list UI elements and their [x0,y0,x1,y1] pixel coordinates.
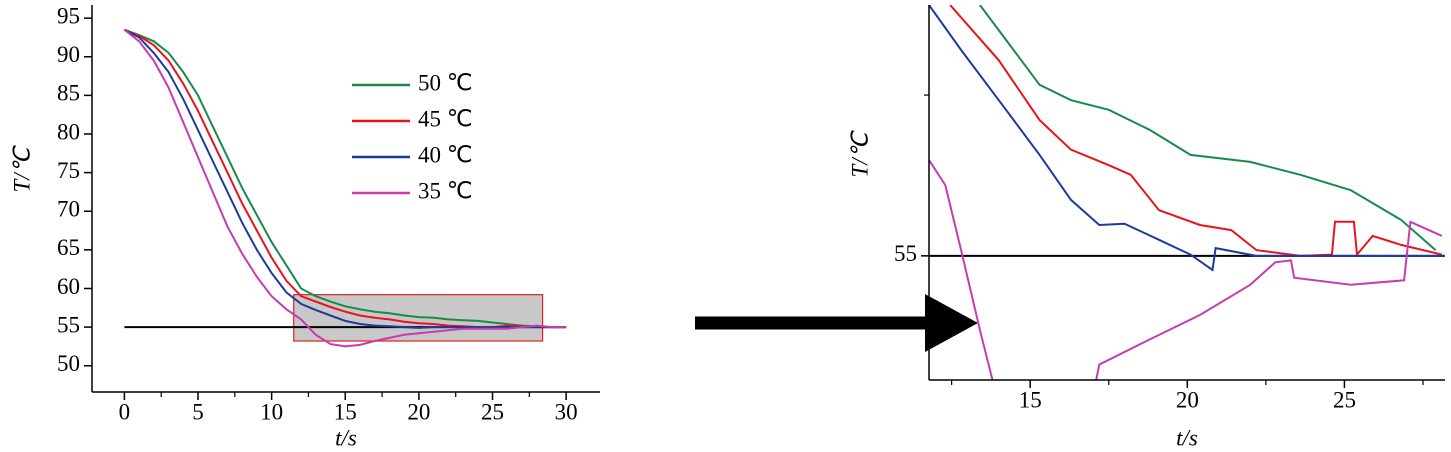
x-tick-label: 0 [119,399,131,424]
y-axis-label: T/℃ [847,129,872,177]
y-tick-label: 55 [894,241,917,266]
series-line [979,5,1437,251]
y-tick-label: 70 [57,197,80,222]
y-axis-label: T/℃ [9,144,34,192]
legend-label: 40 ℃ [418,142,473,167]
series-line [123,28,567,348]
x-tick-label: 5 [192,399,204,424]
y-tick-label: 95 [57,3,80,28]
series-line [123,28,567,329]
y-tick-label: 55 [57,312,80,337]
series-line [929,5,1445,272]
series-line [929,159,1443,380]
x-tick-label: 20 [1176,387,1199,412]
legend-label: 45 ℃ [418,106,473,131]
x-tick-label: 20 [407,399,430,424]
y-tick-label: 80 [57,119,80,144]
y-tick-label: 90 [57,42,80,67]
x-axis-label: t/s [335,425,357,450]
x-tick-label: 30 [555,399,578,424]
y-tick-label: 60 [57,274,80,299]
x-tick-label: 25 [1333,387,1356,412]
arrow-head [925,294,978,352]
y-tick-label: 75 [57,158,80,183]
series-line [124,28,567,329]
legend-label: 35 ℃ [418,178,473,203]
x-axis-label: t/s [1176,425,1198,450]
x-tick-label: 15 [334,399,357,424]
series-line [949,5,1443,258]
y-tick-label: 50 [57,351,80,376]
y-tick-label: 85 [57,81,80,106]
x-tick-label: 10 [260,399,283,424]
x-tick-label: 15 [1019,387,1042,412]
series-line [124,28,567,329]
x-tick-label: 25 [481,399,504,424]
legend-label: 50 ℃ [418,70,473,95]
y-tick-label: 65 [57,235,80,260]
